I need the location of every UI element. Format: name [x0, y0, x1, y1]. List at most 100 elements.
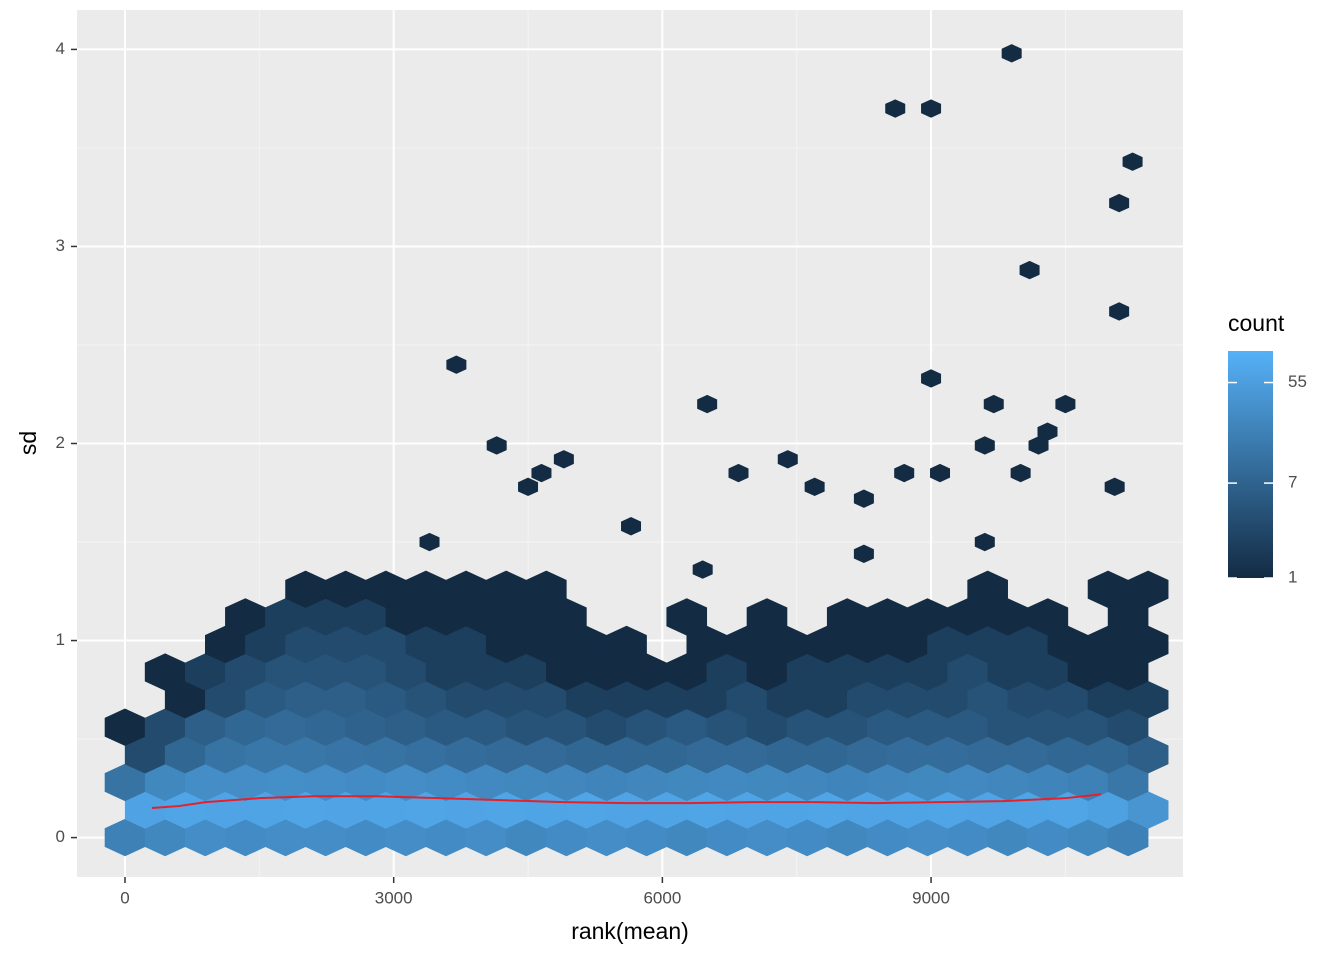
hexbin: [1007, 625, 1049, 664]
hexbin: [626, 708, 667, 746]
hexbin: [826, 653, 868, 691]
hexbin: [846, 791, 888, 829]
hexbin: [586, 818, 627, 857]
hexbin: [967, 680, 1008, 719]
hexbin: [305, 708, 346, 746]
hexbin: [947, 653, 988, 691]
hexbin: [144, 653, 186, 691]
outlier-hexbin: [1104, 477, 1125, 497]
hexbin: [164, 791, 206, 829]
hexbin: [967, 570, 1008, 609]
hexbin: [365, 625, 407, 664]
hexbin: [265, 818, 306, 857]
hexbin: [345, 763, 387, 802]
hexbin: [265, 598, 306, 636]
hexbin: [225, 653, 266, 691]
hexbin: [987, 818, 1029, 857]
hexbin: [1007, 736, 1049, 774]
hexbin: [385, 653, 427, 691]
hexbin: [586, 708, 627, 746]
hexbin: [445, 791, 487, 829]
hexbin: [826, 763, 868, 802]
hexbin: [465, 708, 507, 746]
hexbin: [265, 763, 306, 802]
hexbin: [626, 763, 667, 802]
hexbin: [425, 653, 467, 691]
hexbin: [345, 708, 387, 746]
hexbin: [826, 708, 868, 746]
hexbin: [766, 625, 808, 664]
hexbin: [766, 736, 808, 774]
legend-tick-label: 55: [1288, 372, 1307, 391]
hexbin: [1027, 598, 1069, 636]
hexbin: [505, 598, 547, 636]
hexbin: [686, 680, 728, 719]
hexbin: [285, 791, 326, 829]
hexbin: [566, 791, 607, 829]
hexbin: [786, 653, 828, 691]
hexbin: [265, 653, 306, 691]
hexbin: [927, 791, 968, 829]
x-tick-label: 6000: [643, 888, 681, 907]
hexbin: [445, 680, 487, 719]
outlier-hexbin: [1037, 422, 1058, 441]
hexbin: [1107, 653, 1149, 691]
hexbin: [947, 818, 988, 857]
hexbin: [1107, 818, 1149, 857]
hexbin: [225, 763, 266, 802]
hexbin: [164, 736, 206, 774]
hexbin: [445, 570, 487, 609]
hexbin: [646, 791, 687, 829]
hexbin: [184, 708, 226, 746]
hexbin: [405, 791, 447, 829]
hexbin: [666, 653, 708, 691]
hexbin: [947, 598, 988, 636]
hexbin: [666, 598, 708, 636]
hexbin: [766, 791, 808, 829]
hexbin: [1027, 653, 1069, 691]
hexbin: [907, 708, 948, 746]
hexbin: [405, 736, 447, 774]
hexbin: [646, 680, 687, 719]
hexbin: [385, 763, 427, 802]
hexbin: [325, 791, 366, 829]
hexbin: [245, 791, 286, 829]
hexbin: [606, 680, 647, 719]
hexbin: [586, 763, 627, 802]
hexbin: [405, 680, 447, 719]
hexbin: [846, 625, 888, 664]
hexbin: [826, 818, 868, 857]
hexbin: [867, 598, 908, 636]
outlier-hexbin: [621, 517, 642, 536]
hexbin: [927, 680, 968, 719]
hexbin: [245, 625, 286, 664]
legend-title: count: [1228, 310, 1285, 336]
hexbin: [1067, 763, 1109, 802]
outlier-hexbin: [1055, 394, 1076, 414]
hexbin: [606, 791, 647, 829]
hexbin: [947, 763, 988, 802]
outlier-hexbin: [419, 532, 440, 552]
hexbin: [1047, 736, 1089, 774]
outlier-hexbin: [531, 463, 552, 483]
hexbin: [967, 625, 1008, 664]
hexbin: [1067, 653, 1109, 691]
hexbin: [867, 818, 908, 857]
hexbin: [525, 736, 567, 774]
hexbin: [586, 653, 627, 691]
hexbin: [666, 708, 708, 746]
hexbin: [144, 708, 186, 746]
hexbin: [987, 708, 1029, 746]
hexbin: [887, 736, 928, 774]
hexbin: [1027, 818, 1069, 857]
hexbin: [746, 763, 788, 802]
hexbin: [786, 708, 828, 746]
legend-tick-label: 7: [1288, 473, 1297, 492]
hexbin: [867, 708, 908, 746]
hexbin: [164, 680, 206, 719]
y-tick-label: 1: [56, 630, 65, 649]
hexbin: [465, 653, 507, 691]
outlier-hexbin: [1109, 193, 1130, 213]
hexbin: [887, 625, 928, 664]
outlier-hexbin: [853, 544, 874, 564]
